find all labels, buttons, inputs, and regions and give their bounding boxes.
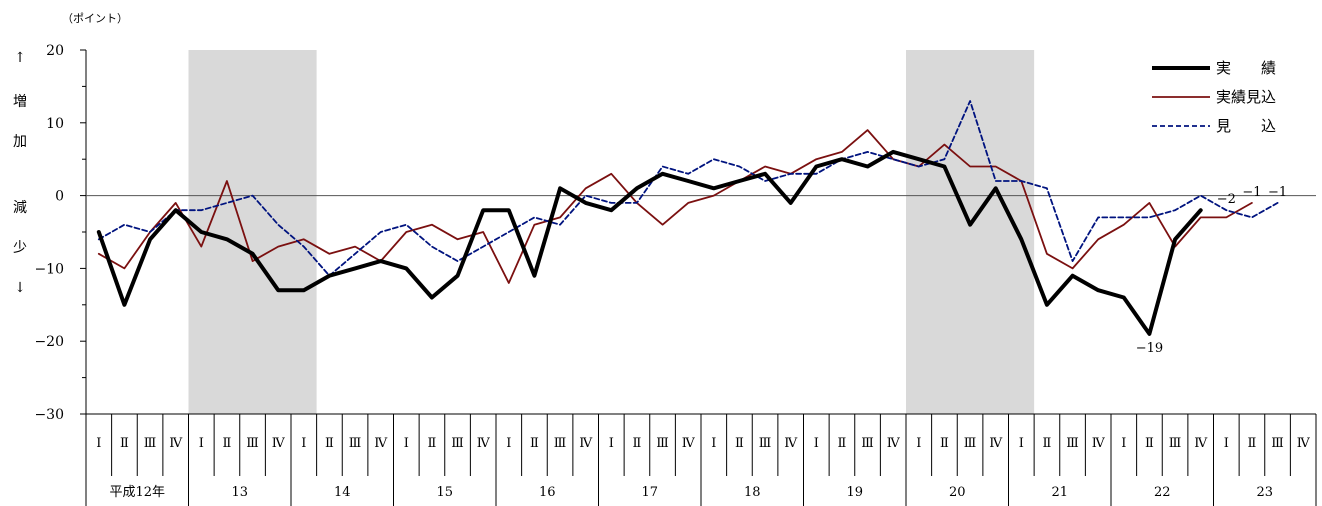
y-tick-label: 0 bbox=[55, 189, 64, 205]
quarter-label: Ⅲ bbox=[554, 436, 567, 451]
series-line-1 bbox=[97, 129, 1253, 284]
quarter-label: Ⅳ bbox=[1297, 436, 1311, 451]
quarter-label: Ⅱ bbox=[530, 436, 539, 451]
quarter-label: Ⅳ bbox=[579, 436, 593, 451]
year-label: 13 bbox=[231, 485, 248, 500]
axes bbox=[80, 49, 1316, 415]
shaded-regions bbox=[188, 50, 1035, 414]
quarter-label: Ⅰ bbox=[711, 436, 716, 451]
year-label: 19 bbox=[846, 485, 863, 500]
y-side-char: 加 bbox=[13, 134, 27, 150]
series-line-2 bbox=[97, 100, 1279, 277]
quarter-label: Ⅲ bbox=[451, 436, 464, 451]
quarter-label: Ⅱ bbox=[735, 436, 744, 451]
quarter-label: Ⅰ bbox=[609, 436, 614, 451]
quarter-label: Ⅱ bbox=[120, 436, 129, 451]
quarter-label: Ⅲ bbox=[964, 436, 977, 451]
quarter-label: Ⅰ bbox=[199, 436, 204, 451]
y-side-char: 少 bbox=[13, 240, 27, 256]
quarter-label: Ⅰ bbox=[404, 436, 409, 451]
year-label: 16 bbox=[539, 485, 556, 500]
year-label: 20 bbox=[949, 485, 966, 500]
year-label: 22 bbox=[1154, 485, 1171, 500]
year-label: 21 bbox=[1051, 485, 1068, 500]
quarter-label: Ⅱ bbox=[633, 436, 642, 451]
legend-label: 見 込 bbox=[1216, 117, 1276, 135]
y-side-char: 減 bbox=[13, 199, 27, 216]
quarter-label: Ⅲ bbox=[861, 436, 874, 451]
series-line-0 bbox=[96, 149, 1203, 336]
quarter-label: Ⅱ bbox=[1248, 436, 1257, 451]
quarter-label: Ⅰ bbox=[301, 436, 306, 451]
quarter-label: Ⅲ bbox=[1169, 436, 1182, 451]
quarter-label: Ⅳ bbox=[1092, 436, 1106, 451]
year-label: 17 bbox=[641, 485, 658, 500]
quarter-label: Ⅰ bbox=[916, 436, 921, 451]
y-side-char: ↑ bbox=[14, 50, 26, 66]
y-tick-label: −20 bbox=[34, 334, 64, 350]
quarter-label: Ⅳ bbox=[989, 436, 1003, 451]
year-label: 14 bbox=[334, 485, 351, 500]
quarter-label: Ⅰ bbox=[814, 436, 819, 451]
data-label: −19 bbox=[1136, 341, 1163, 356]
data-annotations: −19 −2 −1 −1 bbox=[1136, 185, 1287, 356]
year-label: 15 bbox=[436, 485, 453, 500]
quarter-label: Ⅱ bbox=[1043, 436, 1052, 451]
unit-label: （ポイント） bbox=[62, 12, 128, 25]
quarter-label: Ⅰ bbox=[96, 436, 101, 451]
quarter-label: Ⅲ bbox=[246, 436, 259, 451]
y-tick-label: 10 bbox=[46, 116, 64, 132]
y-tick-label: −30 bbox=[34, 407, 64, 423]
shaded-band-0 bbox=[188, 50, 317, 414]
shaded-band-1 bbox=[906, 50, 1035, 414]
quarter-label: Ⅳ bbox=[682, 436, 696, 451]
quarter-label: Ⅲ bbox=[144, 436, 157, 451]
quarter-label: Ⅱ bbox=[325, 436, 334, 451]
quarter-label: Ⅳ bbox=[272, 436, 286, 451]
y-side-char: 増 bbox=[13, 94, 27, 110]
quarter-label: Ⅰ bbox=[1121, 436, 1126, 451]
quarter-label: Ⅱ bbox=[940, 436, 949, 451]
year-label: 18 bbox=[744, 485, 761, 500]
quarter-label: Ⅳ bbox=[784, 436, 798, 451]
y-tick-label: −10 bbox=[34, 261, 64, 277]
data-label: −1 bbox=[1268, 185, 1287, 200]
quarter-label: Ⅲ bbox=[759, 436, 772, 451]
year-label: 平成12年 bbox=[109, 485, 165, 500]
quarter-label: Ⅲ bbox=[656, 436, 669, 451]
quarter-label: Ⅰ bbox=[506, 436, 511, 451]
quarter-label: Ⅰ bbox=[1224, 436, 1229, 451]
year-label: 23 bbox=[1256, 485, 1273, 500]
quarter-label: Ⅰ bbox=[1019, 436, 1024, 451]
data-label: −2 bbox=[1217, 192, 1236, 207]
quarter-label: Ⅱ bbox=[838, 436, 847, 451]
y-tick-label: 20 bbox=[46, 43, 64, 59]
quarter-label: Ⅲ bbox=[349, 436, 362, 451]
y-tick-labels: 20 10 0 −10 −20 −30 bbox=[34, 43, 64, 423]
quarter-label: Ⅳ bbox=[477, 436, 491, 451]
quarter-label: Ⅱ bbox=[1145, 436, 1154, 451]
quarter-label: Ⅳ bbox=[1194, 436, 1208, 451]
quarter-label: Ⅳ bbox=[169, 436, 183, 451]
quarter-label: Ⅲ bbox=[1066, 436, 1079, 451]
series-lines bbox=[96, 100, 1279, 336]
quarter-label: Ⅲ bbox=[1271, 436, 1284, 451]
legend-label: 実 績 bbox=[1216, 59, 1276, 77]
quarter-label: Ⅱ bbox=[223, 436, 232, 451]
legend-label: 実績見込 bbox=[1216, 88, 1276, 106]
quarter-label: Ⅱ bbox=[428, 436, 437, 451]
data-label: −1 bbox=[1242, 185, 1261, 200]
quarter-label: Ⅳ bbox=[887, 436, 901, 451]
quarter-label: Ⅳ bbox=[374, 436, 388, 451]
y-side-char: ↓ bbox=[14, 280, 26, 296]
